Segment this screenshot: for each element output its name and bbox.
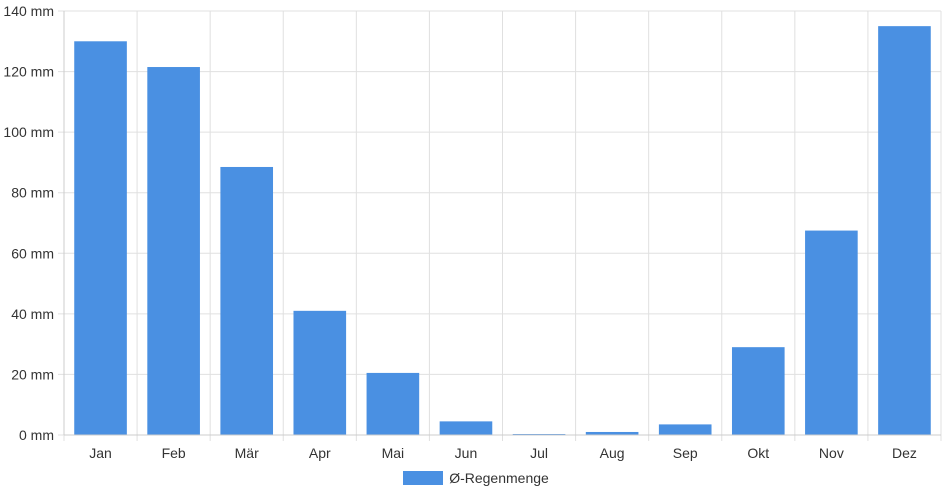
y-tick-label: 40 mm	[11, 306, 54, 322]
y-tick-label: 60 mm	[11, 245, 54, 261]
bar	[439, 421, 493, 435]
y-tick-label: 140 mm	[3, 3, 54, 19]
x-tick-label: Mai	[382, 445, 405, 461]
x-tick-label: Jul	[530, 445, 548, 461]
x-tick-label: Aug	[600, 445, 625, 461]
bar	[147, 67, 200, 436]
x-tick-label: Feb	[162, 445, 186, 461]
y-tick-label: 0 mm	[19, 427, 54, 443]
x-tick-label: Apr	[309, 445, 331, 461]
x-tick-label: Nov	[819, 445, 844, 461]
x-tick-label: Okt	[747, 445, 769, 461]
bar	[805, 230, 858, 435]
y-tick-label: 100 mm	[3, 124, 54, 140]
bar	[293, 310, 347, 435]
legend[interactable]: Ø-Regenmenge	[0, 470, 952, 486]
x-tick-label: Dez	[892, 445, 917, 461]
bar	[366, 372, 420, 435]
bar	[731, 347, 785, 435]
y-tick-label: 120 mm	[3, 64, 54, 80]
bar	[658, 424, 712, 435]
legend-label: Ø-Regenmenge	[449, 470, 549, 486]
bar	[220, 166, 274, 435]
y-tick-label: 20 mm	[11, 366, 54, 382]
x-tick-label: Sep	[673, 445, 698, 461]
bar	[878, 26, 931, 436]
y-tick-label: 80 mm	[11, 185, 54, 201]
chart-svg: 0 mm 20 mm 40 mm 60 mm 80 mm 100 mm 120 mm 140 …	[3, 3, 942, 461]
x-tick-label: Jan	[89, 445, 112, 461]
x-tick-label: Jun	[455, 445, 478, 461]
legend-swatch	[403, 471, 444, 485]
bar	[585, 431, 639, 435]
x-tick-label: Mär	[235, 445, 259, 461]
bar	[74, 41, 127, 436]
